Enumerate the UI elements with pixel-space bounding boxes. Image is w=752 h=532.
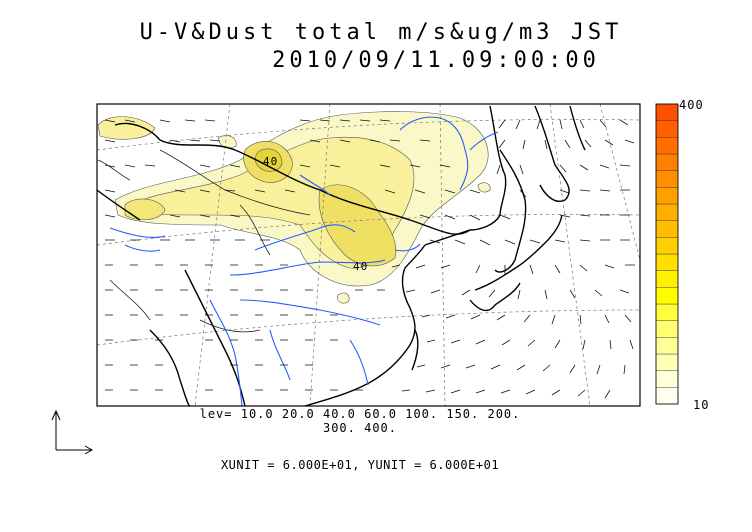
contour-levels: lev= 10.0 20.0 40.0 60.0 100. 150. 200. … xyxy=(170,407,550,435)
colorbar-swatch xyxy=(655,253,679,271)
colorbar-swatch xyxy=(655,187,679,205)
colorbar-swatch xyxy=(655,137,679,155)
wind-vectors xyxy=(104,119,635,399)
colorbar-min-label: 10 xyxy=(693,398,710,412)
colorbar-swatch xyxy=(655,153,679,171)
contour-levels-line-2: 300. 400. xyxy=(322,421,398,435)
colorbar-swatch xyxy=(655,353,679,371)
colorbar xyxy=(655,103,679,405)
reference-vector xyxy=(51,409,94,455)
colorbar-swatch xyxy=(655,387,679,405)
colorbar-max-label: 400 xyxy=(679,98,704,112)
colorbar-swatch xyxy=(655,170,679,188)
colorbar-swatch xyxy=(655,337,679,355)
vector-units: XUNIT = 6.000E+01, YUNIT = 6.000E+01 xyxy=(220,458,500,472)
colorbar-swatch xyxy=(655,103,679,121)
colorbar-swatch xyxy=(655,203,679,221)
map-title: U-V&Dust total m/s&ug/m3 JST xyxy=(139,20,623,45)
colorbar-outline xyxy=(655,103,679,405)
colorbar-swatch xyxy=(655,303,679,321)
contour-levels-line-1: lev= 10.0 20.0 40.0 60.0 100. 150. 200. xyxy=(199,407,521,421)
rivers xyxy=(109,116,499,406)
colorbar-swatch xyxy=(655,370,679,388)
dust-plume xyxy=(97,111,491,304)
colorbar-swatch xyxy=(655,120,679,138)
map-frame xyxy=(96,103,641,407)
colorbar-swatch xyxy=(655,220,679,238)
colorbar-swatch xyxy=(655,287,679,305)
graticule xyxy=(97,104,640,406)
colorbar-swatch xyxy=(655,237,679,255)
contour-label: 40 xyxy=(263,155,278,168)
colorbar-swatch xyxy=(655,320,679,338)
map-area: 40 40 xyxy=(97,104,640,406)
colorbar-swatch xyxy=(655,270,679,288)
map-datetime: 2010/09/11.09:00:00 xyxy=(272,48,600,73)
contour-label: 40 xyxy=(353,260,368,273)
